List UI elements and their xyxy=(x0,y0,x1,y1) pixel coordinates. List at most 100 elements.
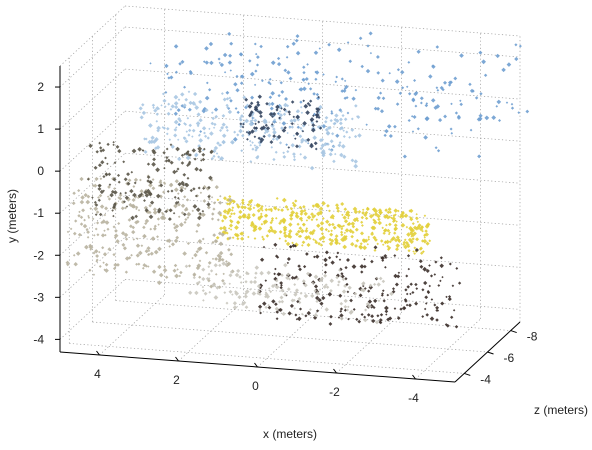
point-cloud-point xyxy=(450,315,454,319)
point-cloud-point xyxy=(414,226,419,231)
point-cloud-point xyxy=(270,284,276,289)
point-cloud-point xyxy=(239,114,244,119)
point-cloud-point xyxy=(280,283,283,287)
point-cloud-point xyxy=(149,200,155,205)
point-cloud-point xyxy=(278,300,282,304)
x-tick-label: -2 xyxy=(329,385,340,399)
point-cloud-point xyxy=(192,91,198,97)
point-cloud-point xyxy=(348,228,353,234)
point-cloud-point xyxy=(197,186,201,190)
point-cloud-point xyxy=(290,100,295,104)
point-cloud-point xyxy=(290,275,295,280)
point-cloud-point xyxy=(376,106,380,111)
point-cloud-point xyxy=(525,109,530,114)
point-cloud-point xyxy=(272,127,276,131)
point-cloud-point xyxy=(415,216,419,221)
x-tick-label: 4 xyxy=(94,367,101,381)
point-cloud-point xyxy=(107,172,112,177)
point-cloud-point xyxy=(385,223,388,227)
point-cloud-point xyxy=(298,134,303,139)
point-cloud-point xyxy=(301,240,306,245)
z-axis-label: z (meters) xyxy=(534,403,588,417)
point-cloud-point xyxy=(254,126,258,130)
point-cloud-point xyxy=(251,212,256,218)
point-cloud-point xyxy=(424,116,430,121)
point-cloud-point xyxy=(294,199,298,203)
point-cloud-point xyxy=(406,232,411,237)
point-cloud-point xyxy=(286,70,291,75)
point-cloud-point xyxy=(424,295,429,300)
point-cloud-point xyxy=(315,254,320,259)
point-cloud-point xyxy=(386,244,390,248)
point-cloud-point xyxy=(251,141,254,144)
point-cloud-point xyxy=(279,295,284,300)
point-cloud-point xyxy=(271,115,274,119)
point-cloud-point xyxy=(228,289,233,294)
point-cloud-point xyxy=(231,236,235,240)
point-cloud-point xyxy=(253,42,257,46)
point-cloud-point xyxy=(229,252,234,257)
point-cloud-point xyxy=(318,288,322,291)
point-cloud-point xyxy=(288,222,293,227)
point-cloud-point xyxy=(197,280,201,284)
point-cloud-point xyxy=(215,152,219,155)
point-cloud-point xyxy=(150,135,155,140)
grid-line xyxy=(69,343,465,374)
point-cloud-point xyxy=(86,194,91,199)
point-cloud-point xyxy=(113,233,119,238)
point-cloud-point xyxy=(130,170,134,174)
point-cloud-point xyxy=(185,155,191,161)
point-cloud-point xyxy=(257,136,261,140)
point-cloud-point xyxy=(282,292,288,297)
point-cloud-point xyxy=(340,227,344,231)
point-cloud-point xyxy=(263,213,269,218)
point-cloud-point xyxy=(384,128,389,134)
point-cloud-point xyxy=(100,160,105,165)
point-cloud-point xyxy=(169,160,174,165)
point-cloud-point xyxy=(381,226,384,230)
point-cloud-point xyxy=(175,146,180,152)
point-cloud-point xyxy=(206,205,211,210)
point-cloud-point xyxy=(144,264,148,268)
point-cloud-point xyxy=(249,160,253,163)
point-cloud-point xyxy=(233,232,238,237)
point-cloud-point xyxy=(208,88,212,92)
point-cloud-point xyxy=(249,71,255,77)
point-cloud-point xyxy=(404,299,408,303)
point-cloud-point xyxy=(506,62,512,67)
point-cloud-point xyxy=(372,306,376,310)
point-cloud-point xyxy=(275,104,280,110)
point-cloud-point xyxy=(252,206,256,210)
point-cloud-point xyxy=(77,189,81,193)
point-cloud-point xyxy=(429,316,435,321)
point-cloud-point xyxy=(354,227,359,232)
point-cloud-point xyxy=(148,203,152,208)
point-cloud-point xyxy=(284,239,288,243)
point-cloud-point xyxy=(210,157,214,161)
point-cloud-point xyxy=(382,299,386,303)
point-cloud-point xyxy=(435,318,439,322)
point-cloud-point xyxy=(381,96,386,101)
point-cloud-point xyxy=(93,165,98,170)
point-cloud-point xyxy=(368,283,373,288)
point-cloud-point xyxy=(167,217,172,222)
point-cloud-point xyxy=(270,209,273,213)
point-cloud-point xyxy=(212,154,216,158)
point-cloud-point xyxy=(195,207,201,213)
point-cloud-point xyxy=(247,235,250,239)
point-cloud-point xyxy=(167,102,171,106)
point-cloud-point xyxy=(449,127,453,131)
point-cloud-point xyxy=(434,260,438,264)
point-cloud-point xyxy=(216,141,220,146)
point-cloud-point xyxy=(243,215,247,219)
point-cloud-point xyxy=(150,236,156,241)
point-cloud-point xyxy=(213,263,218,268)
point-cloud-point xyxy=(267,102,272,107)
point-cloud-point xyxy=(423,214,427,218)
point-cloud-point xyxy=(274,306,279,311)
point-cloud-point xyxy=(153,108,158,113)
point-cloud-point xyxy=(399,215,403,219)
point-cloud-point xyxy=(283,102,288,108)
grid-line xyxy=(59,279,126,340)
point-cloud-point xyxy=(324,263,328,267)
